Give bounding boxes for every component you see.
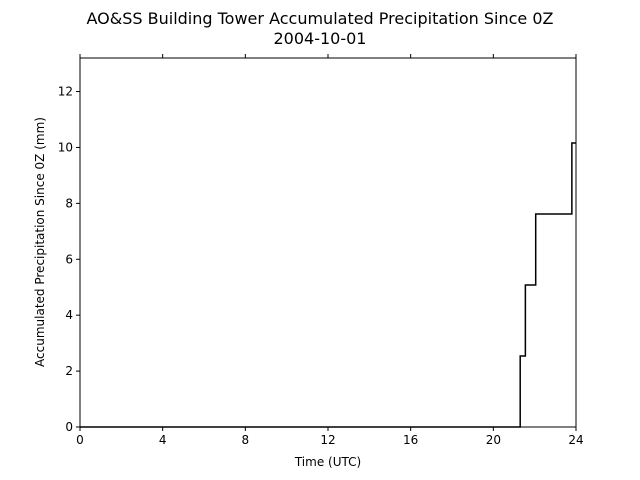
x-tick-label: 12 <box>320 433 335 447</box>
chart-subtitle: 2004-10-01 <box>274 29 367 48</box>
x-tick-label: 16 <box>403 433 418 447</box>
x-tick-label: 8 <box>242 433 250 447</box>
y-tick-label: 0 <box>65 420 73 434</box>
y-tick-label: 6 <box>65 252 73 266</box>
series-line-0 <box>80 142 576 428</box>
x-tick-label: 24 <box>568 433 583 447</box>
y-tick-label: 8 <box>65 196 73 210</box>
chart-title: AO&SS Building Tower Accumulated Precipi… <box>87 9 554 28</box>
x-axis-label: Time (UTC) <box>294 455 361 469</box>
x-tick-label: 0 <box>76 433 84 447</box>
x-tick-label: 20 <box>486 433 501 447</box>
y-tick-label: 12 <box>58 85 73 99</box>
y-axis-label: Accumulated Precipitation Since 0Z (mm) <box>33 117 47 367</box>
plot-frame <box>79 57 577 428</box>
y-tick-label: 10 <box>58 140 73 154</box>
y-tick-label: 4 <box>65 308 73 322</box>
y-tick-label: 2 <box>65 364 73 378</box>
x-tick-label: 4 <box>159 433 167 447</box>
